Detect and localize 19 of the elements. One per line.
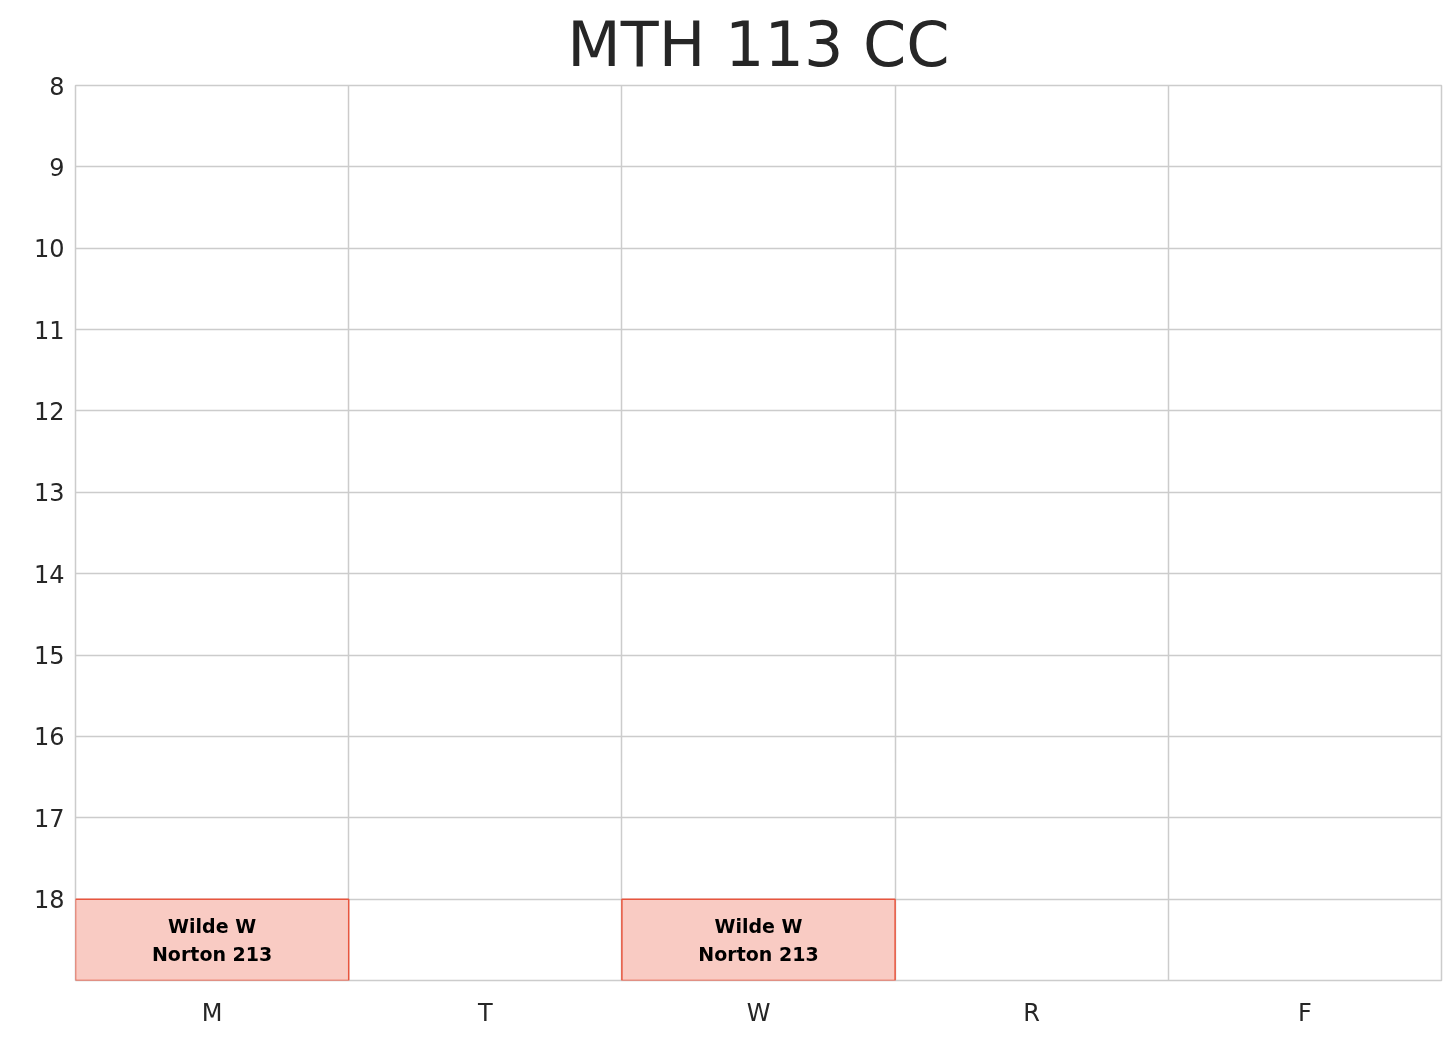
y-tick-label: 11 [33, 316, 65, 345]
y-tick-label: 15 [33, 642, 65, 671]
data-label: Wilde W Norton 213 [698, 915, 819, 965]
y-tick-label: 17 [33, 804, 65, 833]
y-tick-label: 9 [49, 153, 65, 182]
y-tick-label: 8 [49, 72, 65, 101]
x-tick-label: T [476, 998, 493, 1027]
y-tick-label: 14 [33, 560, 65, 589]
data-label: Wilde W Norton 213 [151, 915, 273, 965]
x-tick-label: W [746, 998, 771, 1027]
x-tick-label: F [1298, 998, 1312, 1027]
x-tick-label: R [1023, 998, 1041, 1027]
y-tick-label: 12 [33, 397, 65, 426]
x-tick-label: M [201, 998, 223, 1027]
y-tick-label: 16 [33, 723, 65, 752]
y-tick-label: 18 [33, 886, 65, 915]
y-tick-label: 10 [33, 235, 65, 264]
chart-title: MTH 113 CC [567, 7, 950, 81]
y-tick-label: 13 [33, 479, 65, 508]
